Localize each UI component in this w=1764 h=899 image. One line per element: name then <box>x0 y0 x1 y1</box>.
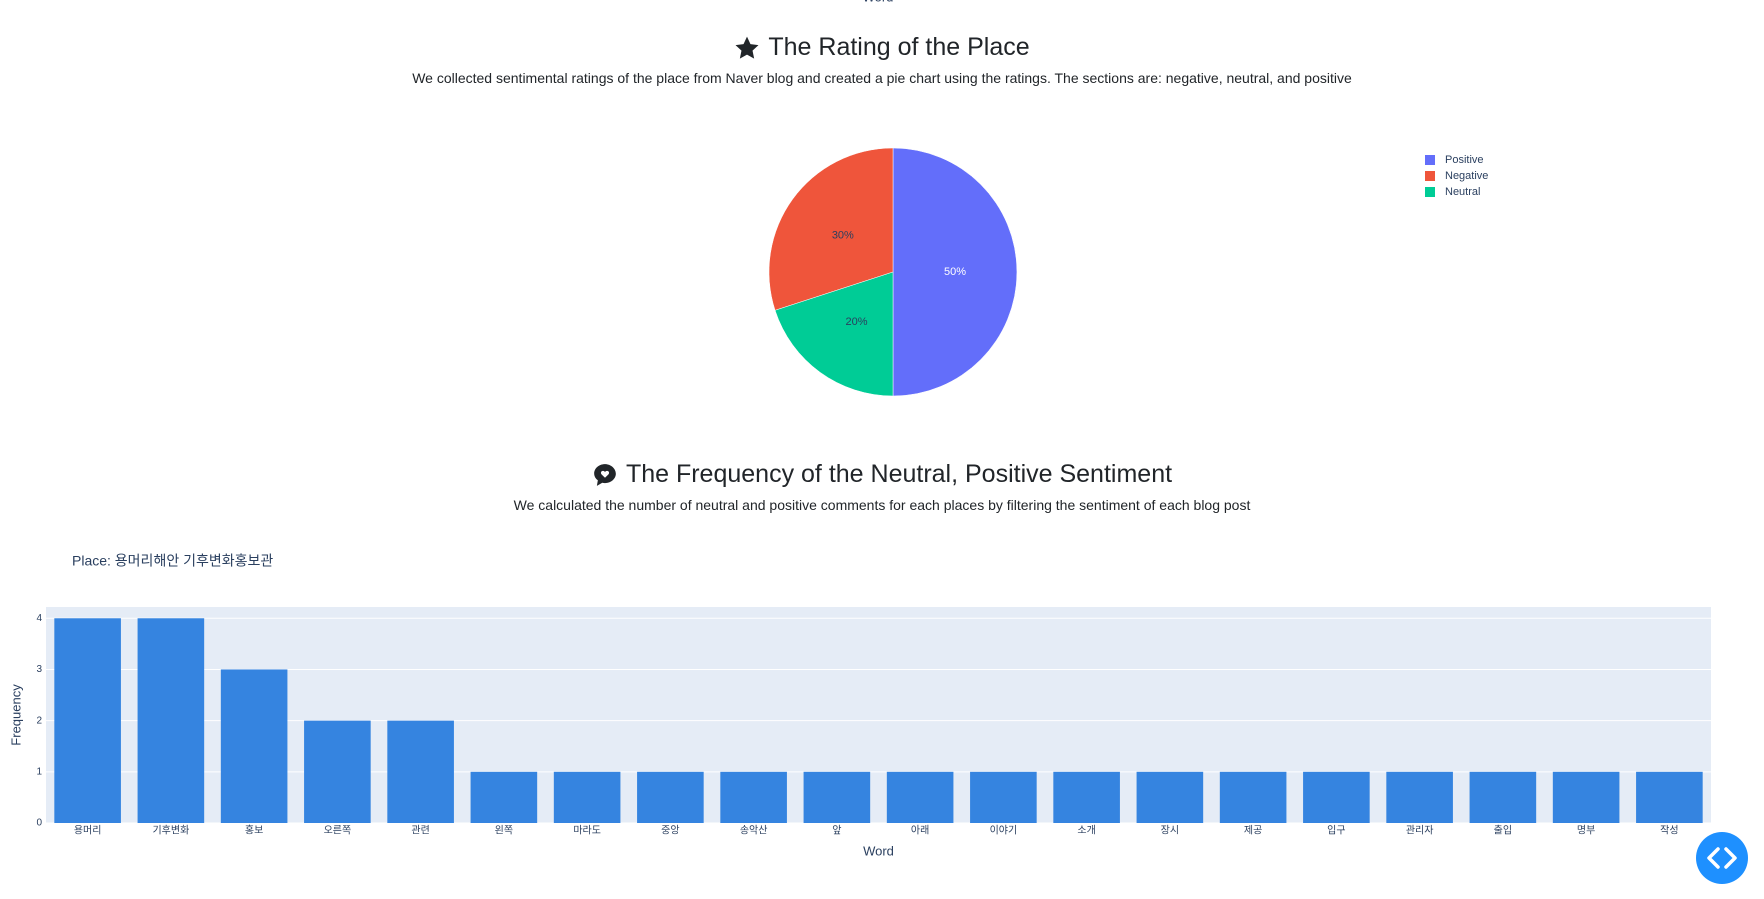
bar <box>1053 771 1120 823</box>
x-tick-label: 이야기 <box>990 825 1018 837</box>
y-tick-label: 4 <box>36 613 42 624</box>
section-title: The Rating of the Place <box>0 33 1764 62</box>
x-tick-label: 앞 <box>832 825 841 837</box>
x-tick-label: 오른쪽 <box>324 825 352 837</box>
x-tick-label: 작성 <box>1660 825 1678 837</box>
slice-label: 20% <box>846 316 868 328</box>
section-title-text: The Frequency of the Neutral, Positive S… <box>625 460 1173 488</box>
bar <box>720 771 787 823</box>
bar <box>304 720 371 823</box>
x-tick-label: 장시 <box>1161 825 1179 837</box>
bar <box>1303 771 1370 823</box>
bar <box>553 771 621 823</box>
cut-axis-label: Word <box>863 0 894 4</box>
bar <box>1469 771 1537 823</box>
y-tick-label: 3 <box>36 664 42 675</box>
x-tick-label: 관리자 <box>1406 825 1434 837</box>
legend-label: Neutral <box>1445 186 1480 198</box>
y-tick-label: 2 <box>36 715 42 726</box>
pie-slice <box>892 147 1018 397</box>
bar <box>1386 771 1453 823</box>
bar <box>886 771 954 823</box>
x-tick-label: 제공 <box>1244 825 1262 837</box>
bar <box>1136 771 1204 823</box>
slice-label: 30% <box>832 229 854 241</box>
bar <box>1552 771 1620 823</box>
bar <box>1219 771 1287 823</box>
section-title-text: The Rating of the Place <box>768 33 1030 61</box>
section-title: The Frequency of the Neutral, Positive S… <box>0 460 1764 489</box>
legend-label: Negative <box>1445 170 1488 182</box>
legend-swatch <box>1425 171 1435 181</box>
x-tick-label: 송악산 <box>740 825 768 837</box>
pie-slice <box>768 147 894 311</box>
y-tick-label: 0 <box>36 818 42 829</box>
bar <box>220 669 288 823</box>
star-icon <box>735 36 759 59</box>
x-tick-label: 용머리 <box>74 825 102 837</box>
pie-slice <box>774 271 894 397</box>
bar <box>803 771 871 823</box>
bar <box>1636 771 1703 823</box>
bar <box>137 618 205 823</box>
bar <box>387 720 454 823</box>
section-description: We calculated the number of neutral and … <box>513 497 1251 513</box>
slice-label: 50% <box>944 266 966 278</box>
section-description: We collected sentimental ratings of the … <box>412 70 1352 86</box>
y-tick-label: 1 <box>36 766 42 777</box>
y-axis-label: Frequency <box>8 684 23 746</box>
x-tick-label: 명부 <box>1577 825 1595 837</box>
x-tick-label: 기후변화 <box>152 825 189 837</box>
bar <box>470 771 538 823</box>
x-tick-label: 소개 <box>1077 825 1095 837</box>
x-tick-label: 마라도 <box>573 825 601 837</box>
bar <box>637 771 704 823</box>
legend-swatch <box>1425 187 1435 197</box>
chart-title: Place: 용머리해안 기후변화홍보관 <box>72 553 273 569</box>
legend-swatch <box>1425 155 1435 165</box>
x-tick-label: 홍보 <box>245 824 263 837</box>
x-tick-label: 아래 <box>911 825 929 837</box>
code-icon <box>1707 847 1737 869</box>
x-axis-label: Word <box>863 843 894 858</box>
bar <box>54 618 121 823</box>
x-tick-label: 왼쪽 <box>495 825 513 837</box>
code-toggle-button[interactable] <box>1696 832 1748 884</box>
x-tick-label: 중앙 <box>661 825 679 837</box>
legend-label: Positive <box>1445 154 1484 166</box>
bar <box>970 771 1037 823</box>
x-tick-label: 관련 <box>411 825 429 837</box>
chat-icon <box>594 463 616 486</box>
x-tick-label: 출입 <box>1494 824 1512 837</box>
plot-background <box>46 607 1711 823</box>
x-tick-label: 입구 <box>1327 824 1345 837</box>
